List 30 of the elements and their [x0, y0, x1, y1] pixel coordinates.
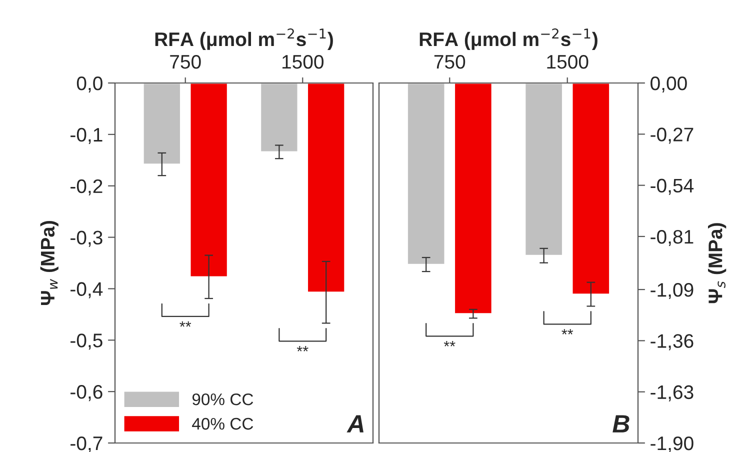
y-tick-label: -0,1 [70, 128, 102, 144]
annotation: A [346, 415, 364, 432]
y2-tick-label: -0,81 [650, 230, 694, 246]
y-tick-label: -0,5 [70, 334, 102, 350]
y2-tick-label: -1,36 [650, 334, 694, 350]
x-tick-label: 750 [434, 54, 466, 69]
y2-tick-label: -0,27 [650, 128, 694, 144]
y2-tick-label: -1,09 [650, 282, 694, 300]
y-axis-title: Ψ$_{w}$ (MPa) [40, 221, 58, 306]
y2-axis-title: Ψ$_{s}$ (MPa) [708, 223, 726, 304]
y-tick-label: -0,6 [70, 385, 102, 402]
x-tick-label: 1500 [547, 54, 588, 69]
annotation: B [612, 415, 630, 432]
x-axis-title: RFA (μmol m$^{−2}$s$^{−1}$) [155, 28, 333, 50]
x-tick-label: 1500 [282, 54, 324, 69]
annotation: ** [444, 341, 456, 346]
y2-tick-label: -1,63 [650, 385, 694, 402]
y2-tick-label: -0,54 [650, 178, 694, 195]
y-tick-label: -0,4 [70, 282, 103, 298]
y2-tick-label: 0,00 [650, 76, 687, 93]
y-tick-label: -0,3 [70, 230, 102, 247]
legend-label: 40% CC [192, 418, 254, 430]
x-axis-title: RFA (μmol m$^{−2}$s$^{−1}$) [420, 28, 598, 50]
y-tick-label: -0,2 [70, 179, 102, 196]
x-tick-label: 750 [170, 54, 201, 69]
legend-label: 90% CC [192, 393, 254, 406]
y-tick-label: 0,0 [76, 76, 102, 93]
annotation: ** [562, 329, 574, 334]
annotation: ** [296, 346, 308, 352]
annotation: ** [180, 321, 192, 327]
